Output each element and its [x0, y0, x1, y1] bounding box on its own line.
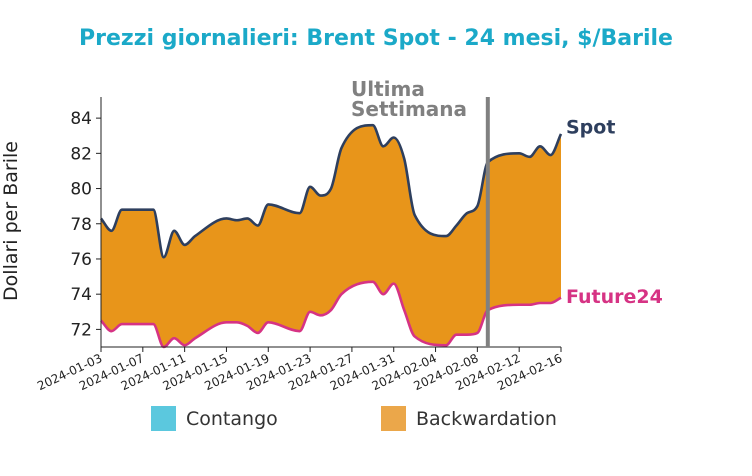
spot-line [99, 123, 563, 259]
y-tick-label: 74 [70, 285, 92, 305]
y-tick-label: 84 [70, 109, 92, 129]
y-tick-label: 72 [70, 320, 92, 340]
y-tick-label: 82 [70, 144, 92, 164]
y-axis-label: Dollari per Barile [0, 141, 22, 301]
series-label-future24: Future24 [566, 286, 663, 308]
plot-area: 727476788082842024-01-032024-01-072024-0… [35, 97, 663, 393]
series-label-spot: Spot [566, 116, 615, 138]
backwardation-area [101, 125, 561, 347]
legend-swatch [381, 406, 406, 431]
chart-title: Prezzi giornalieri: Brent Spot - 24 mesi… [79, 26, 673, 51]
legend: Contango Backwardation [151, 406, 557, 431]
legend-swatch [151, 406, 176, 431]
y-tick-label: 76 [70, 250, 92, 270]
legend-label: Backwardation [416, 408, 557, 430]
y-tick-label: 78 [70, 215, 92, 235]
vline-annotation: Ultima Settimana [351, 77, 490, 347]
legend-label: Contango [186, 408, 278, 430]
future24-line [100, 280, 562, 349]
last-week-label: Ultima Settimana [351, 77, 467, 121]
y-tick-label: 80 [70, 180, 92, 200]
